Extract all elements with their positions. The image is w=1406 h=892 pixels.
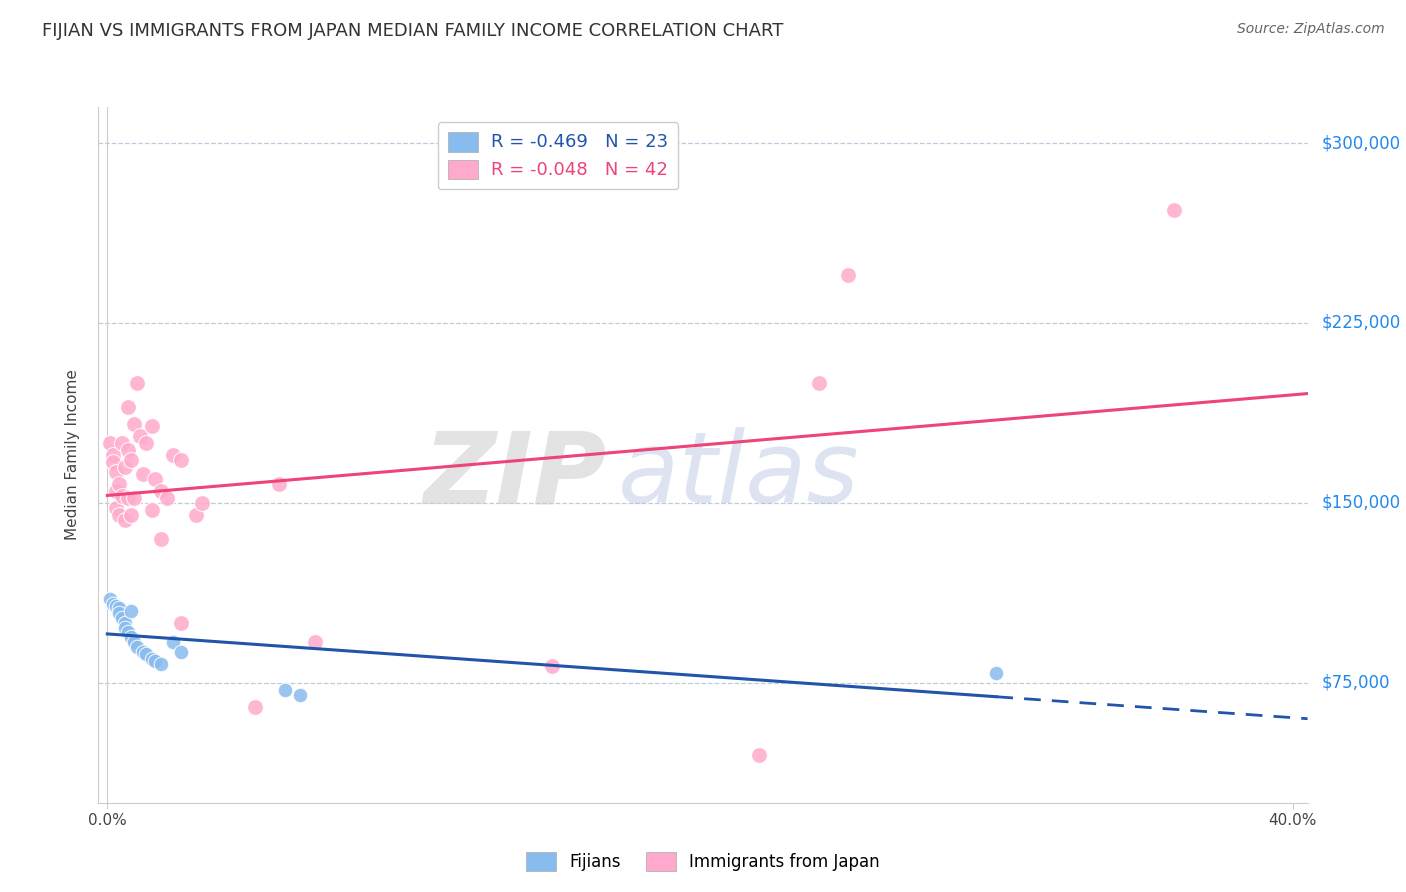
Point xyxy=(111,489,134,503)
Point xyxy=(105,599,128,613)
Point xyxy=(114,621,136,635)
Point xyxy=(245,699,267,714)
Point xyxy=(129,428,152,442)
Point xyxy=(149,483,172,498)
Point xyxy=(304,635,326,649)
Point xyxy=(170,645,193,659)
Point xyxy=(191,496,214,510)
Point xyxy=(108,508,131,522)
Point xyxy=(135,647,157,661)
Point xyxy=(114,459,136,474)
Y-axis label: Median Family Income: Median Family Income xyxy=(65,369,80,541)
Point xyxy=(117,400,139,414)
Point xyxy=(120,604,142,618)
Point xyxy=(149,657,172,671)
Point xyxy=(103,448,125,462)
Point xyxy=(120,452,142,467)
Point xyxy=(120,630,142,644)
Point xyxy=(98,436,121,450)
Legend: Fijians, Immigrants from Japan: Fijians, Immigrants from Japan xyxy=(517,843,889,880)
Point xyxy=(288,688,311,702)
Point xyxy=(274,683,297,698)
Point xyxy=(540,659,562,673)
Point xyxy=(105,483,128,498)
Text: $225,000: $225,000 xyxy=(1322,314,1400,332)
Point xyxy=(135,436,157,450)
Text: atlas: atlas xyxy=(619,427,860,524)
Point xyxy=(117,625,139,640)
Point xyxy=(149,532,172,546)
Point xyxy=(132,467,155,482)
Point xyxy=(143,472,166,486)
Point xyxy=(132,645,155,659)
Point xyxy=(105,465,128,479)
Point xyxy=(162,635,184,649)
Point xyxy=(141,652,163,666)
Point xyxy=(807,376,830,390)
Point xyxy=(117,491,139,505)
Point xyxy=(162,448,184,462)
Point xyxy=(103,455,125,469)
Point xyxy=(122,491,145,505)
Point xyxy=(141,419,163,434)
Point xyxy=(170,615,193,630)
Point xyxy=(1163,203,1185,218)
Point xyxy=(105,500,128,515)
Point xyxy=(111,436,134,450)
Point xyxy=(748,747,770,762)
Point xyxy=(186,508,208,522)
Point xyxy=(98,591,121,606)
Point xyxy=(108,476,131,491)
Point xyxy=(111,611,134,625)
Legend: R = -0.469   N = 23, R = -0.048   N = 42: R = -0.469 N = 23, R = -0.048 N = 42 xyxy=(437,122,678,189)
Text: ZIP: ZIP xyxy=(423,427,606,524)
Point xyxy=(103,597,125,611)
Point xyxy=(114,513,136,527)
Point xyxy=(141,503,163,517)
Point xyxy=(125,640,148,654)
Point xyxy=(122,417,145,431)
Point xyxy=(170,452,193,467)
Point xyxy=(125,376,148,390)
Point xyxy=(155,491,177,505)
Text: $75,000: $75,000 xyxy=(1322,673,1391,692)
Text: $300,000: $300,000 xyxy=(1322,134,1400,152)
Point xyxy=(108,607,131,621)
Point xyxy=(837,268,859,282)
Point xyxy=(122,635,145,649)
Point xyxy=(108,601,131,615)
Text: Source: ZipAtlas.com: Source: ZipAtlas.com xyxy=(1237,22,1385,37)
Text: FIJIAN VS IMMIGRANTS FROM JAPAN MEDIAN FAMILY INCOME CORRELATION CHART: FIJIAN VS IMMIGRANTS FROM JAPAN MEDIAN F… xyxy=(42,22,783,40)
Point xyxy=(986,666,1008,681)
Point xyxy=(117,443,139,458)
Point xyxy=(269,476,291,491)
Point xyxy=(114,615,136,630)
Text: $150,000: $150,000 xyxy=(1322,494,1400,512)
Point xyxy=(143,654,166,668)
Point xyxy=(120,508,142,522)
